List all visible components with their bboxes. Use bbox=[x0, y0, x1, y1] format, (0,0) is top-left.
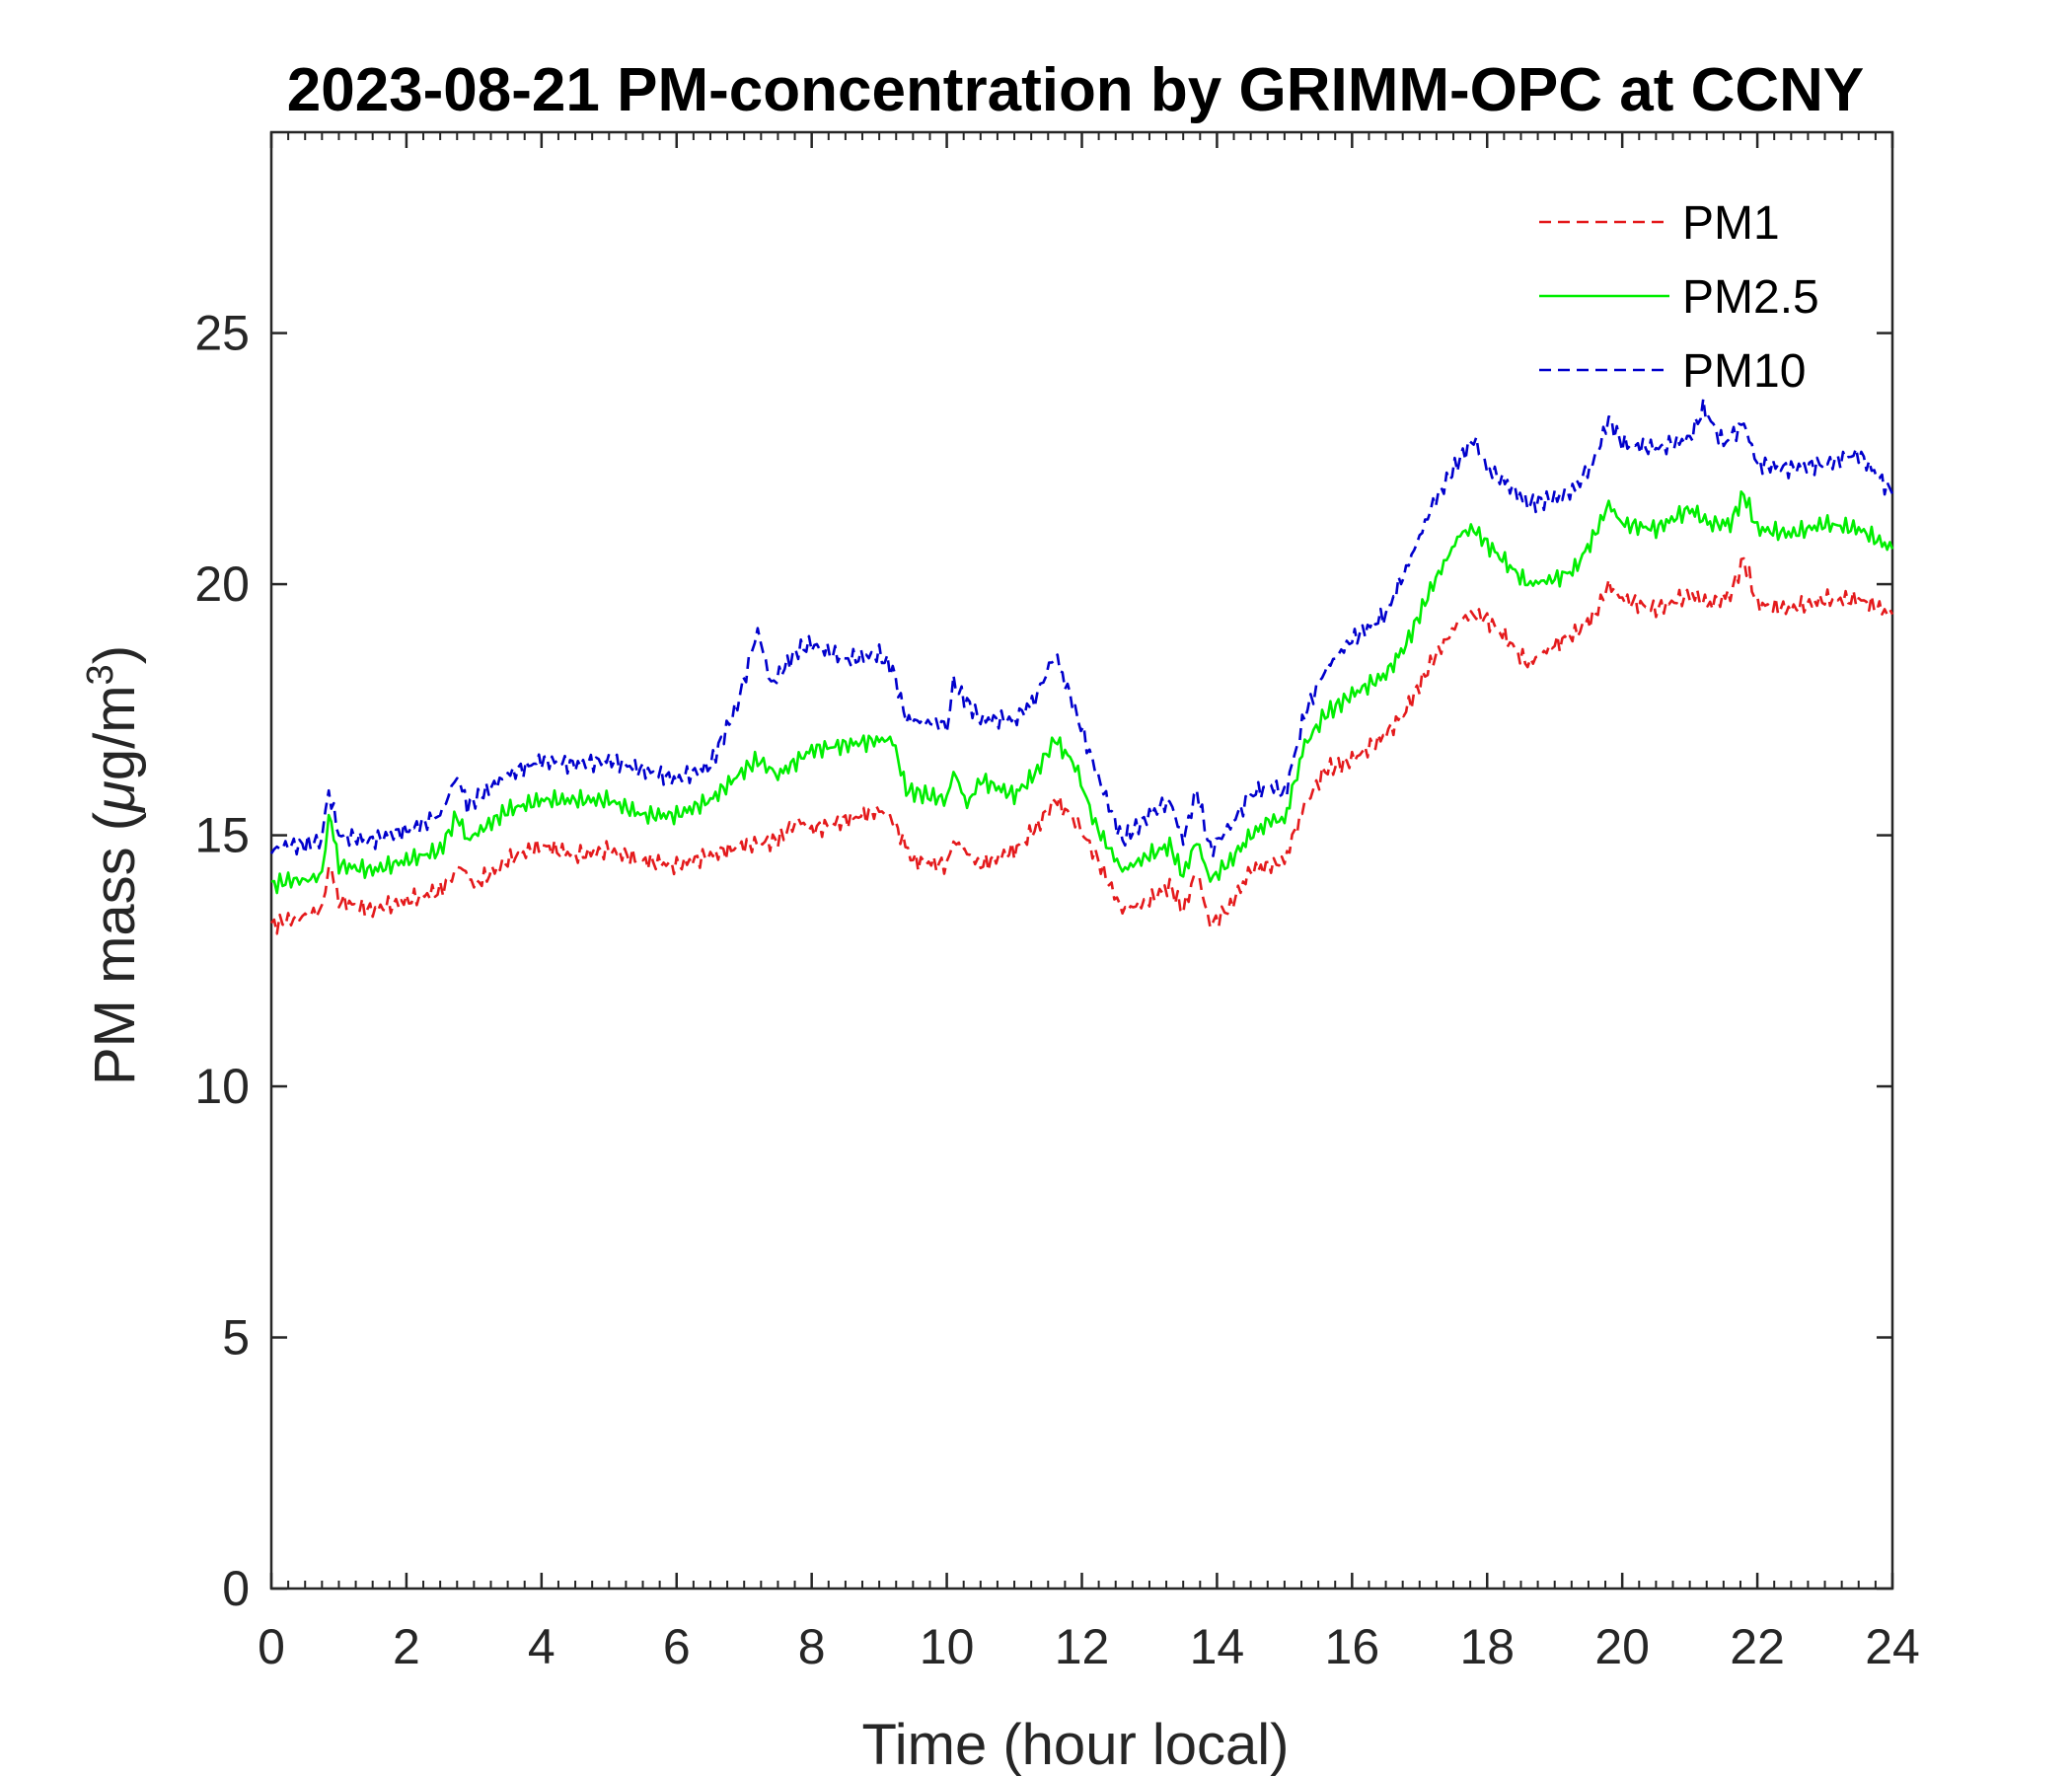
y-axis-label-mu: μ bbox=[83, 780, 147, 814]
chart-title: 2023-08-21 PM-concentration by GRIMM-OPC… bbox=[287, 56, 1865, 124]
y-axis-label-close: ) bbox=[83, 645, 147, 664]
legend-label: PM10 bbox=[1682, 345, 1806, 398]
x-tick-label: 10 bbox=[920, 1619, 975, 1674]
x-tick-label: 8 bbox=[798, 1619, 826, 1674]
x-tick-label: 2 bbox=[393, 1619, 420, 1674]
x-minor-ticks bbox=[287, 132, 1877, 1589]
x-axis-ticks: 0 2 4 6 8 10 12 14 16 18 20 22 24 bbox=[258, 132, 1920, 1674]
y-axis-label-text: PM mass ( bbox=[83, 812, 147, 1085]
x-tick-label: 14 bbox=[1190, 1619, 1245, 1674]
legend-label: PM1 bbox=[1682, 197, 1780, 250]
x-axis-label: Time (hour local) bbox=[862, 1713, 1290, 1776]
y-axis-label: PM mass (μg/m3) bbox=[80, 645, 147, 1085]
y-tick-label: 15 bbox=[194, 808, 250, 863]
x-tick-label: 16 bbox=[1325, 1619, 1380, 1674]
x-tick-label: 0 bbox=[258, 1619, 285, 1674]
legend: PM1 PM2.5 PM10 bbox=[1539, 197, 1819, 398]
x-tick-label: 20 bbox=[1594, 1619, 1650, 1674]
x-tick-label: 22 bbox=[1730, 1619, 1785, 1674]
y-tick-label: 20 bbox=[194, 556, 250, 612]
y-axis-ticks: 0 5 10 15 20 25 bbox=[194, 306, 1892, 1616]
x-tick-label: 4 bbox=[528, 1619, 555, 1674]
y-tick-label: 10 bbox=[194, 1059, 250, 1114]
series-line-pm10 bbox=[269, 397, 1894, 857]
y-tick-label: 25 bbox=[194, 306, 250, 361]
x-tick-label: 12 bbox=[1055, 1619, 1110, 1674]
y-tick-label: 0 bbox=[222, 1561, 250, 1616]
series-line-pm2-5 bbox=[270, 490, 1894, 895]
series-lines bbox=[269, 397, 1894, 935]
x-tick-label: 24 bbox=[1865, 1619, 1920, 1674]
x-tick-label: 18 bbox=[1459, 1619, 1515, 1674]
y-axis-label-superscript: 3 bbox=[80, 664, 121, 685]
y-tick-label: 5 bbox=[222, 1310, 250, 1366]
x-tick-label: 6 bbox=[663, 1619, 691, 1674]
y-axis-label-unit: g/m bbox=[83, 685, 147, 780]
series-line-pm1 bbox=[269, 556, 1894, 935]
legend-label: PM2.5 bbox=[1682, 271, 1819, 324]
